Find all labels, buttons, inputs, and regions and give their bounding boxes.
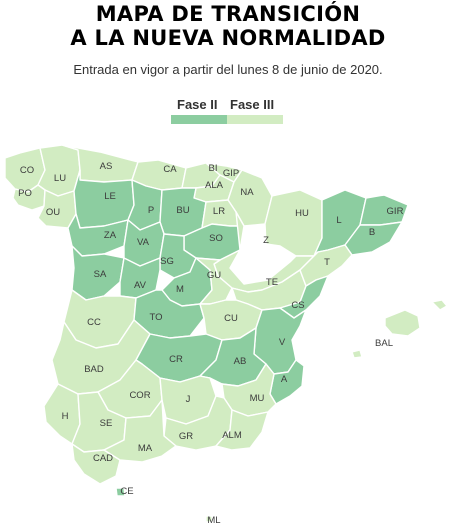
- province-label-cu: CU: [224, 313, 238, 324]
- province-label-se: SE: [100, 418, 113, 429]
- province-label-cor: COR: [129, 390, 150, 401]
- province-ml-fase-iii: [205, 515, 213, 523]
- province-label-j: J: [186, 394, 191, 405]
- province-label-va: VA: [137, 237, 150, 248]
- province-label-cs: CS: [291, 300, 304, 311]
- province-label-l: L: [336, 215, 341, 226]
- province-label-bi: BI: [209, 163, 218, 174]
- province-label-sa: SA: [94, 269, 107, 280]
- legend-label-fase-2: Fase II: [177, 97, 218, 112]
- province-label-a: A: [281, 374, 288, 385]
- province-label-lu: LU: [54, 173, 66, 184]
- province-sa-fase-ii: [71, 245, 125, 301]
- province-label-lr: LR: [213, 206, 225, 217]
- province-label-to: TO: [149, 312, 162, 323]
- province-lu-fase-iii: [37, 144, 81, 197]
- province-label-hu: HU: [295, 208, 309, 219]
- province-ma-fase-iii: [103, 399, 177, 463]
- province-label-so: SO: [209, 233, 223, 244]
- legend-swatch-fase-2: [171, 115, 227, 124]
- map-title: MAPA DE TRANSICIÓN A LA NUEVA NORMALIDAD: [0, 2, 456, 50]
- province-label-bal: BAL: [375, 338, 393, 349]
- province-label-b: B: [369, 227, 375, 238]
- province-label-le: LE: [104, 191, 116, 202]
- province-label-ala: ALA: [205, 180, 224, 191]
- province-label-cr: CR: [169, 354, 183, 365]
- province-label-te: TE: [266, 277, 278, 288]
- legend-label-fase-3: Fase III: [230, 97, 275, 112]
- province-label-ou: OU: [46, 207, 60, 218]
- province-shapes: [4, 144, 448, 523]
- province-label-gir: GIR: [387, 206, 404, 217]
- province-cad-fase-iii: [71, 443, 121, 485]
- legend-swatch-fase-3: [227, 115, 283, 124]
- province-label-bad: BAD: [84, 364, 104, 375]
- province-label-za: ZA: [104, 230, 117, 241]
- province-label-h: H: [62, 411, 69, 422]
- province-label-co: CO: [20, 165, 34, 176]
- province-label-ce: CE: [120, 486, 133, 497]
- province-label-p: P: [148, 205, 154, 216]
- province-label-gr: GR: [179, 431, 193, 442]
- province-label-cad: CAD: [93, 453, 113, 464]
- province-bal-fase-iii: [351, 299, 448, 359]
- province-hu-fase-iii: [264, 189, 323, 257]
- province-label-t: T: [324, 257, 330, 268]
- province-label-bu: BU: [176, 205, 189, 216]
- province-label-na: NA: [240, 187, 254, 198]
- province-label-alm: ALM: [222, 430, 242, 441]
- province-label-ab: AB: [234, 356, 247, 367]
- province-label-m: M: [176, 284, 184, 295]
- province-label-cc: CC: [87, 317, 101, 328]
- province-label-mu: MU: [250, 393, 265, 404]
- province-label-z: Z: [263, 235, 269, 246]
- province-label-gu: GU: [207, 270, 221, 281]
- province-label-ml: ML: [207, 515, 220, 523]
- province-label-ca: CA: [163, 164, 177, 175]
- province-label-po: PO: [18, 188, 32, 199]
- province-alm-fase-iii: [215, 409, 269, 451]
- title-line-2: A LA NUEVA NORMALIDAD: [70, 26, 386, 50]
- province-label-v: V: [279, 337, 286, 348]
- province-ce-fase-ii: [115, 487, 126, 497]
- province-label-as: AS: [100, 161, 113, 172]
- province-label-av: AV: [134, 280, 147, 291]
- title-line-1: MAPA DE TRANSICIÓN: [95, 2, 361, 26]
- province-label-sg: SG: [160, 256, 174, 267]
- phase-legend: Fase II Fase III: [171, 97, 283, 127]
- province-label-gip: GIP: [223, 168, 239, 179]
- province-t-fase-iii: [299, 244, 353, 287]
- province-label-ma: MA: [138, 443, 153, 454]
- map-subtitle: Entrada en vigor a partir del lunes 8 de…: [73, 62, 383, 77]
